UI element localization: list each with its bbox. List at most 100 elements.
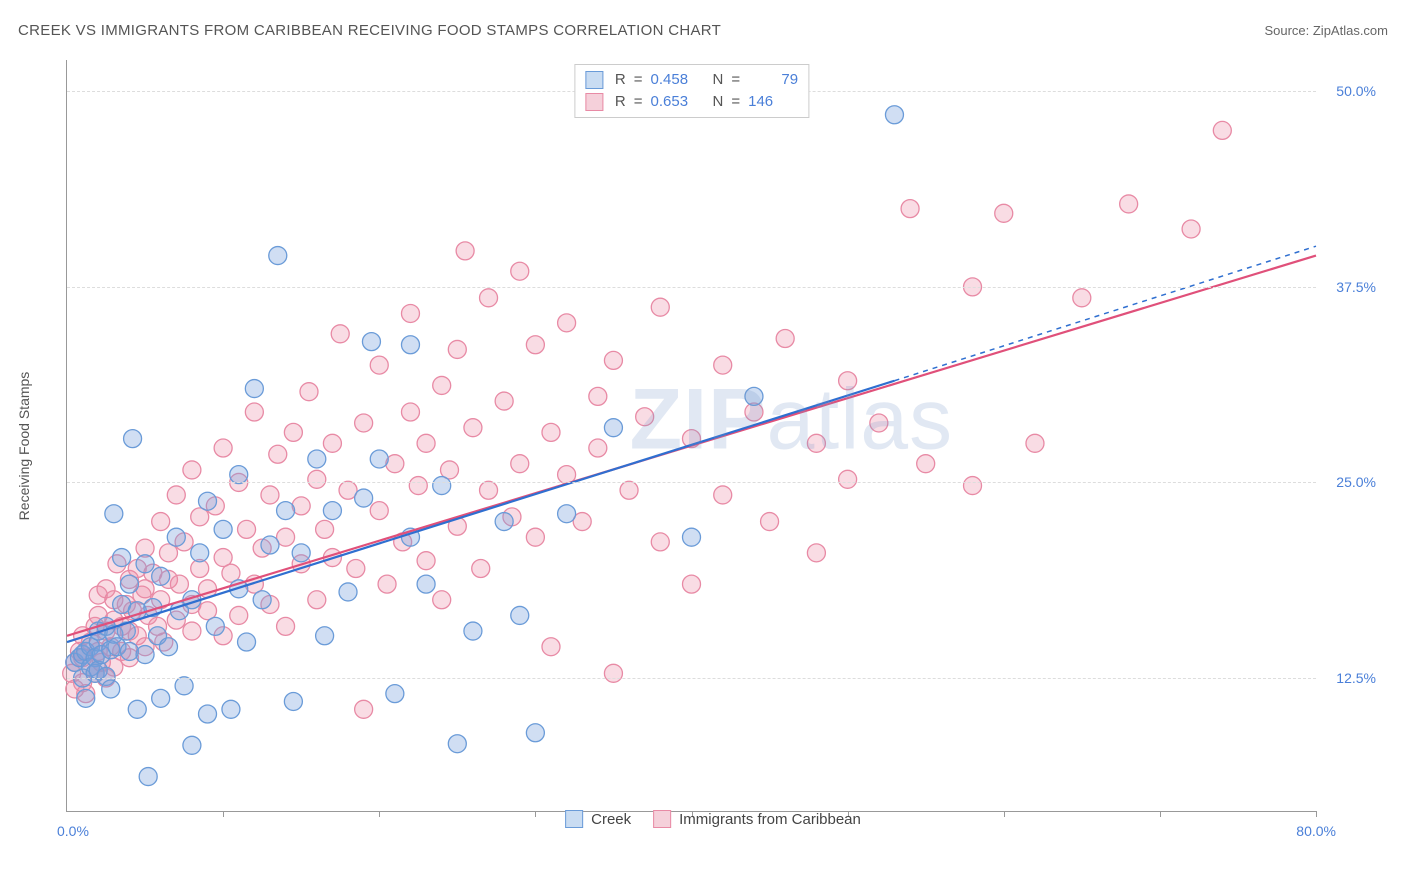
scatter-point <box>456 242 474 260</box>
scatter-point <box>102 680 120 698</box>
scatter-point <box>1120 195 1138 213</box>
scatter-point <box>761 513 779 531</box>
scatter-point <box>464 622 482 640</box>
scatter-point <box>589 387 607 405</box>
scatter-point <box>433 591 451 609</box>
scatter-point <box>277 617 295 635</box>
legend-bottom: Creek Immigrants from Caribbean <box>565 810 861 828</box>
scatter-point <box>238 633 256 651</box>
scatter-point <box>651 533 669 551</box>
x-axis-max-label: 80.0% <box>1296 823 1336 839</box>
scatter-point <box>964 477 982 495</box>
scatter-point <box>128 700 146 718</box>
scatter-point <box>870 414 888 432</box>
x-axis-min-label: 0.0% <box>57 823 89 839</box>
scatter-point <box>124 430 142 448</box>
scatter-point <box>448 735 466 753</box>
scatter-point <box>152 567 170 585</box>
r-value-caribbean: 0.653 <box>651 91 701 113</box>
scatter-point <box>339 583 357 601</box>
scatter-point <box>526 724 544 742</box>
scatter-point <box>191 544 209 562</box>
swatch-creek <box>585 71 603 89</box>
scatter-point <box>167 528 185 546</box>
eq-sign: = <box>731 91 740 113</box>
scatter-point <box>472 559 490 577</box>
scatter-point <box>323 502 341 520</box>
scatter-point <box>316 520 334 538</box>
scatter-point <box>495 392 513 410</box>
scatter-point <box>292 544 310 562</box>
legend-row-creek: R = 0.458 N = 79 <box>585 69 798 91</box>
scatter-point <box>807 544 825 562</box>
scatter-point <box>995 204 1013 222</box>
scatter-point <box>620 481 638 499</box>
scatter-point <box>401 403 419 421</box>
swatch-creek-icon <box>565 810 583 828</box>
scatter-point <box>604 664 622 682</box>
eq-sign: = <box>634 69 643 91</box>
scatter-point <box>495 513 513 531</box>
scatter-point <box>167 486 185 504</box>
scatter-point <box>183 461 201 479</box>
scatter-point <box>1026 434 1044 452</box>
scatter-point <box>105 505 123 523</box>
scatter-point <box>347 559 365 577</box>
y-tick-label: 37.5% <box>1321 279 1376 295</box>
scatter-point <box>284 423 302 441</box>
fit-line-creek <box>67 381 894 642</box>
scatter-point <box>316 627 334 645</box>
scatter-point <box>604 351 622 369</box>
scatter-point <box>464 419 482 437</box>
scatter-point <box>885 106 903 124</box>
source-link[interactable]: ZipAtlas.com <box>1313 23 1388 38</box>
scatter-point <box>362 333 380 351</box>
scatter-point <box>331 325 349 343</box>
scatter-point <box>839 372 857 390</box>
scatter-point <box>261 536 279 554</box>
scatter-point <box>409 477 427 495</box>
gridline-h <box>67 678 1316 679</box>
scatter-point <box>284 692 302 710</box>
n-label: N <box>713 91 724 113</box>
scatter-point <box>807 434 825 452</box>
scatter-point <box>604 419 622 437</box>
legend-correlation: R = 0.458 N = 79 R = 0.653 N = 146 <box>574 64 809 118</box>
scatter-point <box>199 705 217 723</box>
scatter-point <box>417 552 435 570</box>
scatter-point <box>170 575 188 593</box>
scatter-point <box>323 434 341 452</box>
scatter-point <box>433 376 451 394</box>
scatter-point <box>300 383 318 401</box>
scatter-point <box>683 575 701 593</box>
scatter-point <box>526 528 544 546</box>
scatter-point <box>245 380 263 398</box>
legend-label-caribbean: Immigrants from Caribbean <box>679 811 861 828</box>
page-title: CREEK VS IMMIGRANTS FROM CARIBBEAN RECEI… <box>18 22 721 39</box>
r-label: R <box>615 91 626 113</box>
x-tick <box>379 811 380 817</box>
scatter-point <box>120 642 138 660</box>
legend-row-caribbean: R = 0.653 N = 146 <box>585 91 798 113</box>
x-tick <box>223 811 224 817</box>
scatter-point <box>714 486 732 504</box>
scatter-point <box>261 486 279 504</box>
scatter-point <box>206 617 224 635</box>
eq-sign: = <box>634 91 643 113</box>
scatter-point <box>253 591 271 609</box>
scatter-point <box>417 575 435 593</box>
legend-item-creek: Creek <box>565 810 631 828</box>
scatter-point <box>152 513 170 531</box>
n-value-creek: 79 <box>748 69 798 91</box>
scatter-point <box>159 638 177 656</box>
y-tick-label: 25.0% <box>1321 474 1376 490</box>
scatter-point <box>175 677 193 695</box>
scatter-point <box>152 689 170 707</box>
scatter-point <box>448 340 466 358</box>
scatter-point <box>136 555 154 573</box>
chart-container: Receiving Food Stamps R = 0.458 N = 79 R… <box>40 50 1386 842</box>
scatter-point <box>308 591 326 609</box>
scatter-point <box>542 423 560 441</box>
legend-item-caribbean: Immigrants from Caribbean <box>653 810 861 828</box>
y-tick-label: 50.0% <box>1321 83 1376 99</box>
